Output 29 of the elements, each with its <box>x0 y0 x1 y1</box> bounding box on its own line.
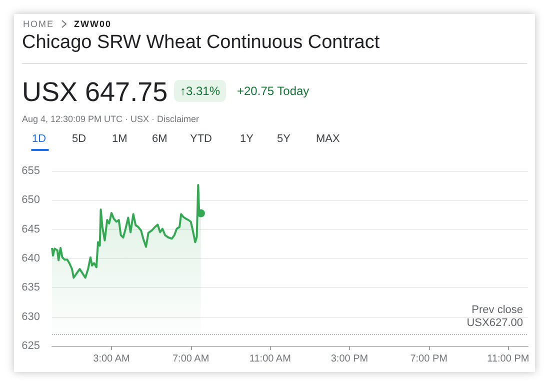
text: 1Y <box>240 133 254 145</box>
text: YTD <box>190 133 212 145</box>
y-tick-label: 635 <box>22 282 40 294</box>
x-tick-label: 7:00 PM <box>410 354 448 364</box>
x-tick-label: 3:00 PM <box>330 354 368 364</box>
chart-subtitle: Aug 4, 12:30:09 PM UTC · USX · Disclaimer <box>22 114 200 124</box>
text: 6M <box>152 133 168 145</box>
text: MAX <box>316 133 340 145</box>
text: ↑3.31% <box>174 80 226 102</box>
text: ZWW00 <box>74 19 112 29</box>
text: USX 647.75 <box>22 77 168 108</box>
text: 1D <box>32 133 46 145</box>
text: 5D <box>72 133 86 145</box>
text: HOME <box>23 19 54 29</box>
ref-line-label: Prev close USX627.00 <box>466 304 523 329</box>
y-tick-label: 645 <box>22 223 40 236</box>
x-tick-label: 11:00 PM <box>487 354 530 364</box>
x-tick-label: 7:00 AM <box>172 354 210 364</box>
chart-title: Chicago SRW Wheat Continuous Contract <box>22 32 380 54</box>
y-tick-label: 655 <box>22 165 40 177</box>
y-tick-label: 650 <box>22 194 40 206</box>
x-tick-label: 3:00 AM <box>93 354 130 364</box>
x-tick-label: 11:00 AM <box>249 354 291 364</box>
text: 5Y <box>277 133 290 145</box>
text: +20.75 Today <box>237 84 310 98</box>
y-tick-label: 640 <box>22 252 40 264</box>
text: 1M <box>112 133 128 145</box>
y-tick-label: 625 <box>22 340 40 352</box>
y-tick-label: 630 <box>22 310 40 323</box>
